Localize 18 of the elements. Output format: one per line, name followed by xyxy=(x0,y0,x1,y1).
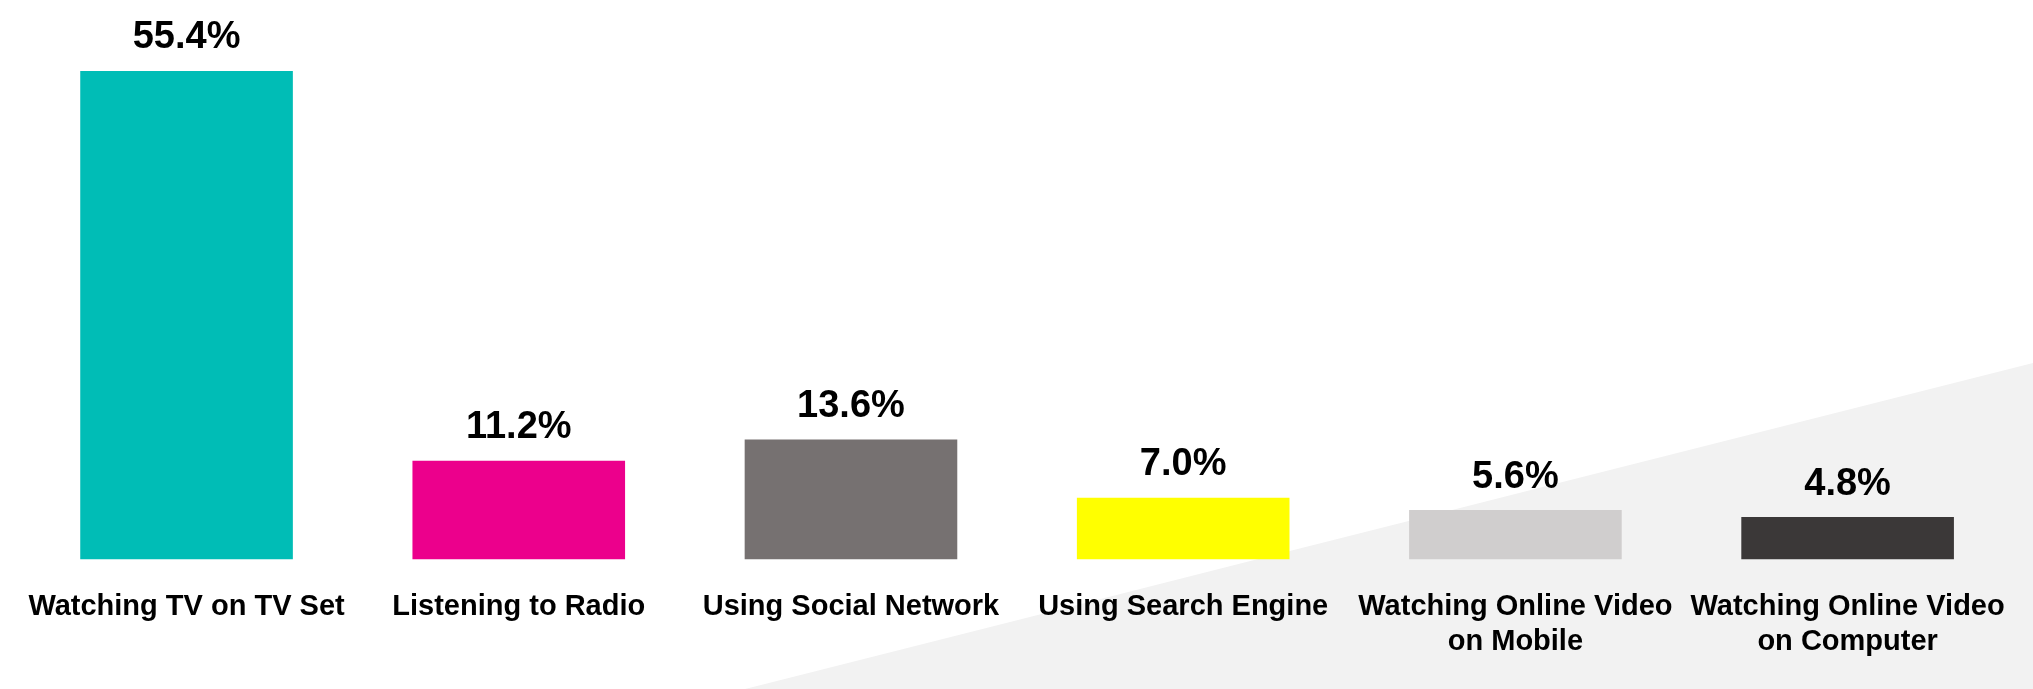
data-label: 13.6% xyxy=(797,382,905,425)
bar xyxy=(1409,510,1622,560)
x-tick-label: Listening to Radio xyxy=(392,588,646,621)
x-tick-label: Watching Online Video on Computer xyxy=(1690,588,2005,656)
x-tick-label: Using Search Engine xyxy=(1038,588,1329,621)
bar xyxy=(1741,517,1954,560)
bar xyxy=(1076,497,1290,560)
x-tick-label: Watching Online Video on Mobile xyxy=(1358,588,1673,656)
bar xyxy=(80,71,293,560)
data-label: 11.2% xyxy=(465,404,572,447)
data-label: 5.6% xyxy=(1472,453,1559,496)
bar xyxy=(744,439,958,560)
data-label: 7.0% xyxy=(1139,441,1227,484)
bar xyxy=(412,460,626,560)
data-label: 55.4% xyxy=(132,14,241,57)
x-tick-label: Watching TV on TV Set xyxy=(28,588,346,621)
data-label: 4.8% xyxy=(1804,460,1891,503)
x-tick-label: Using Social Network xyxy=(702,588,1001,621)
